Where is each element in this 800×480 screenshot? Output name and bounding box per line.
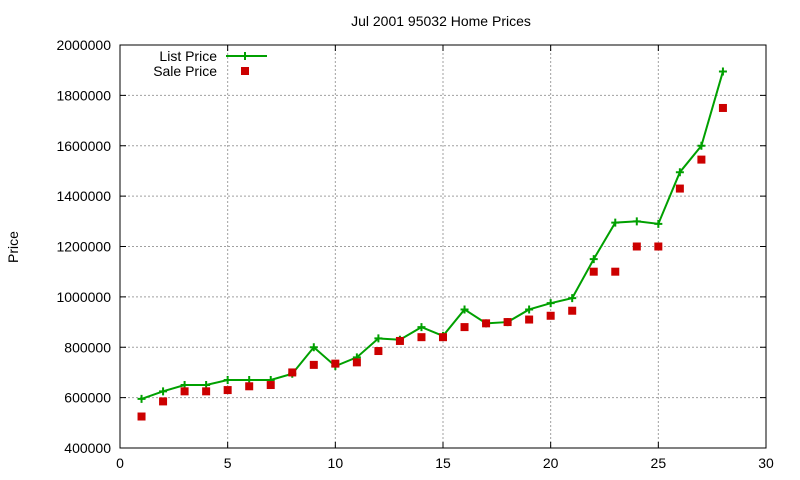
sale-price-point [202,387,211,396]
list-price-line [141,71,724,400]
list-price-point [460,305,469,314]
sale-price-point [180,387,189,396]
y-tick-label: 1600000 [56,138,111,154]
sale-price-point [159,397,168,406]
list-price-point [675,168,684,177]
sale-price-point [309,360,318,369]
x-tick-label: 25 [651,455,667,471]
legend-list-price-marker [241,52,249,60]
sale-price-point [675,184,684,193]
list-price-point [546,299,555,308]
sale-price-point [352,358,361,367]
list-price-point [159,387,168,396]
x-tick-label: 20 [543,455,559,471]
sale-price-point [223,386,232,395]
y-tick-label: 800000 [64,339,111,355]
sale-price-point [331,359,340,368]
sale-price-point [395,336,404,345]
sale-price-point [546,311,555,320]
y-tick-label: 600000 [64,390,111,406]
sale-price-point [697,155,706,164]
sale-price-point [611,267,620,276]
sale-price-point [589,267,598,276]
legend-sale-price-marker [241,67,249,75]
list-price-point [718,67,727,76]
sale-price-point [245,382,254,391]
x-tick-label: 30 [758,455,774,471]
sale-price-point [503,318,512,327]
x-tick-label: 0 [116,455,124,471]
sale-price-point [137,412,146,421]
sale-price-point [374,347,383,356]
legend: List Price Sale Price [153,48,267,79]
sale-price-point [525,315,534,324]
y-axis-label: Price [5,231,21,263]
sale-price-point [417,333,426,342]
y-tick-label: 1000000 [56,289,111,305]
list-price-point [568,294,577,303]
y-tick-label: 1200000 [56,239,111,255]
sale-price-point [568,306,577,315]
legend-label-list-price: List Price [159,48,217,64]
list-price-point [611,218,620,227]
list-price-point [374,334,383,343]
sale-price-point [266,381,275,390]
y-tick-label: 2000000 [56,37,111,53]
y-tick-label: 400000 [64,440,111,456]
sale-price-point [439,333,447,342]
grid-lines [120,45,766,448]
legend-label-sale-price: Sale Price [153,63,217,79]
sale-price-point [654,242,663,251]
sale-price-point [460,323,469,332]
chart-title: Jul 2001 95032 Home Prices [351,13,531,29]
list-price-point [632,217,641,226]
axis-ticks: 400000 600000 800000 1000000 1200000 1400000 1… [56,37,774,471]
sale-price-point [718,103,727,112]
list-price-point [654,219,663,228]
list-price-point [589,255,598,264]
sale-price-point [482,319,491,328]
x-tick-label: 5 [224,455,232,471]
sale-price-point [632,242,641,251]
x-tick-label: 15 [435,455,451,471]
series [137,67,727,421]
list-price-point [525,305,534,314]
list-price-point [223,375,232,384]
list-price-point [417,323,426,332]
list-price-point [697,141,706,150]
list-price-point [137,394,146,403]
y-tick-label: 1400000 [56,188,111,204]
y-tick-label: 1800000 [56,87,111,103]
sale-price-point [288,368,297,377]
x-tick-label: 10 [328,455,344,471]
list-price-point [309,343,318,352]
